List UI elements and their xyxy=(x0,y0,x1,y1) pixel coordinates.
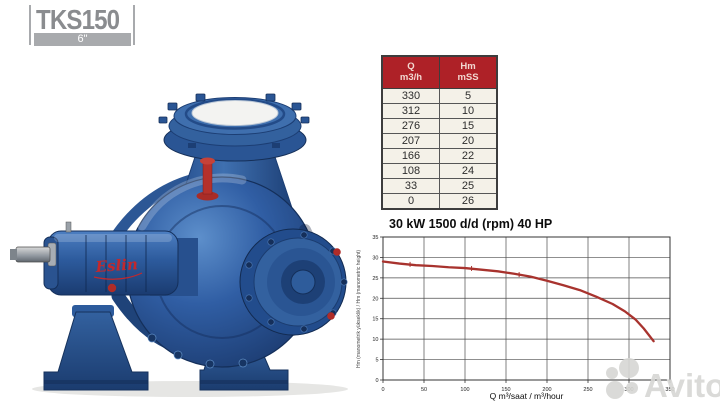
divider-bar-left xyxy=(29,5,31,45)
col-header-head: Hm mSS xyxy=(439,55,498,89)
svg-text:250: 250 xyxy=(583,387,592,393)
table-row: 276 15 xyxy=(381,117,498,134)
watermark: Avito xyxy=(606,358,720,404)
x-axis-label: Q m³/saat / m³/hour xyxy=(489,391,564,401)
svg-text:35: 35 xyxy=(372,235,378,241)
svg-text:15: 15 xyxy=(372,317,378,323)
svg-text:150: 150 xyxy=(501,387,510,393)
top-flange xyxy=(158,93,310,162)
table-row: 312 10 xyxy=(381,102,498,119)
divider-bar-right xyxy=(133,5,135,45)
svg-text:0: 0 xyxy=(375,378,378,384)
chart-title: 30 kW 1500 d/d (rpm) 40 HP xyxy=(389,217,553,231)
table-header-row: Q m3/h Hm mSS xyxy=(381,55,498,89)
flange-bolt-ring xyxy=(245,231,348,333)
brand-logo: Eslin xyxy=(93,255,143,293)
brand-logo-text: Eslin xyxy=(94,255,138,276)
svg-text:5: 5 xyxy=(375,358,378,364)
svg-text:20: 20 xyxy=(372,296,378,302)
pump-shaft xyxy=(10,242,57,267)
grease-nipple xyxy=(65,221,72,233)
y-axis-label: Hm (manometrik yükseklik) / Hm (manometr… xyxy=(356,249,362,369)
suction-flange xyxy=(239,228,348,336)
svg-text:100: 100 xyxy=(460,387,469,393)
svg-text:0: 0 xyxy=(381,387,384,393)
chart-plot: 05010015020025030035005101520253035 xyxy=(372,235,674,393)
watermark-text: Avito xyxy=(644,367,720,404)
svg-text:50: 50 xyxy=(421,387,427,393)
svg-text:25: 25 xyxy=(372,276,378,282)
col-header-flow: Q m3/h xyxy=(381,55,440,89)
performance-table: Q m3/h Hm mSS 330 5 312 10 276 15 207 20 166… xyxy=(381,55,498,210)
col-header-flow-unit: m3/h xyxy=(399,72,423,84)
table-row: 0 26 xyxy=(381,192,498,210)
svg-text:200: 200 xyxy=(542,387,551,393)
casing-bolts xyxy=(147,333,248,369)
brand-logo-dot xyxy=(107,283,117,293)
size-badge: 6" xyxy=(34,33,131,46)
svg-text:30: 30 xyxy=(372,255,378,261)
bearing-housing xyxy=(43,221,198,296)
table-row: 330 5 xyxy=(381,87,498,104)
col-header-head-unit: mSS xyxy=(457,72,479,84)
col-header-head-symbol: Hm xyxy=(460,61,476,72)
table-row: 207 20 xyxy=(381,132,498,149)
table-row: 166 22 xyxy=(381,147,498,164)
col-header-flow-symbol: Q xyxy=(407,61,415,72)
svg-text:10: 10 xyxy=(372,337,378,343)
red-plug-top xyxy=(333,248,341,256)
table-row: 33 25 xyxy=(381,177,498,194)
pump-image: Eslin xyxy=(10,93,348,397)
table-row: 108 24 xyxy=(381,162,498,179)
model-code: TKS150 xyxy=(36,4,120,35)
flange-bolts xyxy=(158,93,310,124)
grease-valve xyxy=(196,157,219,201)
avito-logo-icon xyxy=(606,358,639,399)
red-plug-bottom xyxy=(327,312,335,320)
svg-text:350: 350 xyxy=(665,387,674,393)
